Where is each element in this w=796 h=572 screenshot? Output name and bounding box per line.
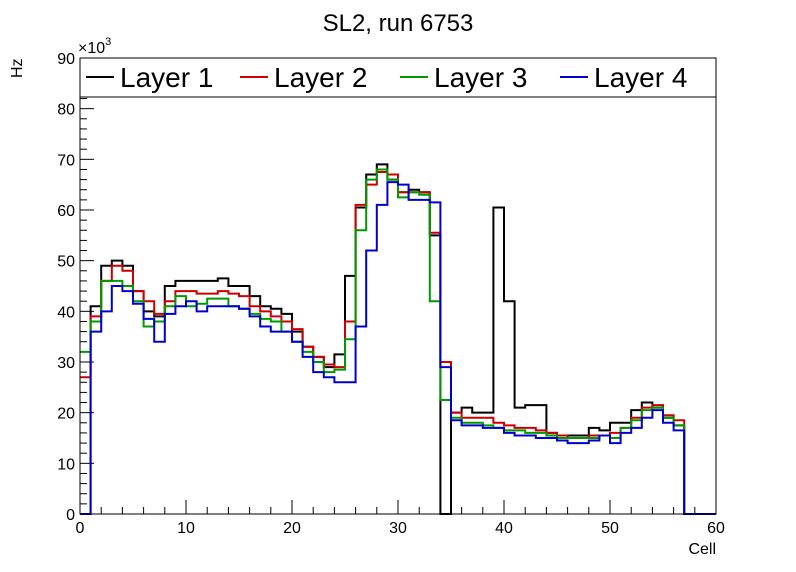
legend: Layer 1 Layer 2 Layer 3 Layer 4 [79, 57, 717, 98]
y-tick-label: 30 [57, 355, 75, 372]
x-axis-label: Cell [688, 541, 716, 558]
legend-label-layer-4: Layer 4 [594, 62, 687, 93]
x-tick-label: 60 [707, 520, 725, 537]
legend-label-layer-3: Layer 3 [434, 62, 527, 93]
x-tick-label: 50 [601, 520, 619, 537]
chart-title: SL2, run 6753 [323, 10, 474, 37]
y-tick-label: 40 [57, 304, 75, 321]
x-tick-label: 40 [495, 520, 513, 537]
series-line-layer-4 [80, 181, 716, 515]
y-axis-label: Hz [9, 58, 26, 78]
y-axis-exponent: ×103 [78, 36, 111, 57]
x-tick-label: 30 [389, 520, 407, 537]
y-axis-exponent-base: ×10 [78, 40, 105, 57]
y-tick-label: 80 [57, 102, 75, 119]
legend-box [79, 57, 717, 98]
axis-ticks: 0 10 20 30 40 50 60 0 10 20 30 40 50 60 70 80 90 [57, 51, 725, 537]
x-tick-label: 10 [177, 520, 195, 537]
y-tick-label: 60 [57, 203, 75, 220]
series-layer [80, 163, 716, 515]
y-tick-label: 50 [57, 254, 75, 271]
y-tick-label: 90 [57, 51, 75, 68]
legend-label-layer-2: Layer 2 [274, 62, 367, 93]
legend-label-layer-1: Layer 1 [120, 62, 213, 93]
y-tick-label: 10 [57, 456, 75, 473]
y-tick-label: 20 [57, 406, 75, 423]
y-tick-label: 70 [57, 152, 75, 169]
x-tick-label: 0 [76, 520, 85, 537]
x-tick-label: 20 [283, 520, 301, 537]
y-tick-label: 0 [66, 507, 75, 524]
y-axis-exponent-power: 3 [105, 36, 111, 48]
